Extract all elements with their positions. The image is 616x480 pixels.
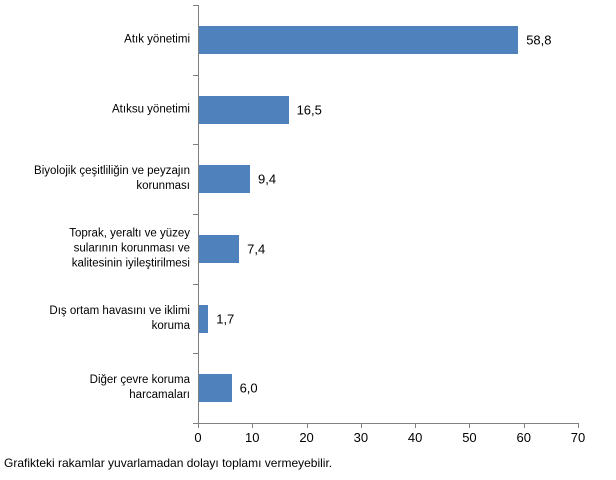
- x-axis-line: [198, 423, 579, 424]
- y-axis-tick: [193, 353, 198, 355]
- y-axis-tick: [193, 144, 198, 146]
- y-axis-tick: [193, 5, 198, 6]
- category-label: Biyolojik çeşitliliğin ve peyzajın korun…: [34, 165, 190, 193]
- x-axis-tick: [469, 423, 471, 428]
- x-axis-tick: [252, 423, 254, 428]
- value-label: 58,8: [526, 32, 552, 48]
- category-label: Toprak, yeraltı ve yüzey sularının korun…: [69, 227, 190, 270]
- y-axis-tick: [193, 74, 198, 76]
- bar: [199, 25, 519, 54]
- x-axis-tick-label: 20: [299, 430, 314, 445]
- bar: [199, 165, 251, 194]
- x-axis-tick: [415, 423, 417, 428]
- footnote: Grafikteki rakamlar yuvarlamadan dolayı …: [4, 456, 333, 470]
- bar: [199, 374, 232, 403]
- bar: [199, 234, 240, 263]
- category-label: Dış ortam havasını ve iklimi koruma: [49, 304, 190, 332]
- x-axis-tick-label: 30: [353, 430, 369, 445]
- x-axis-tick: [198, 423, 199, 428]
- category-label: Diğer çevre koruma harcamaları: [89, 374, 190, 402]
- value-label: 1,7: [216, 311, 235, 326]
- x-axis-tick: [523, 423, 525, 428]
- y-axis-tick: [193, 214, 198, 215]
- y-axis-line: [198, 5, 199, 423]
- x-axis-tick: [306, 423, 308, 428]
- bar: [199, 304, 209, 333]
- x-axis-tick: [360, 423, 362, 428]
- x-axis-tick-label: 50: [462, 430, 477, 445]
- x-axis-tick-label: 40: [407, 430, 423, 445]
- y-axis-tick: [193, 423, 198, 424]
- value-label: 16,5: [296, 102, 322, 117]
- x-axis-tick: [578, 423, 579, 428]
- value-label: 6,0: [239, 380, 258, 396]
- x-axis-tick-label: 10: [245, 430, 260, 445]
- value-label: 7,4: [247, 241, 266, 257]
- x-axis-tick-label: 60: [516, 430, 531, 445]
- bar: [199, 95, 289, 124]
- category-label: Atık yönetimi: [124, 33, 190, 46]
- x-axis-tick-label: 70: [570, 430, 586, 445]
- x-axis-tick-label: 0: [194, 430, 202, 445]
- y-axis-tick: [193, 283, 198, 285]
- category-label: Atıksu yönetimi: [112, 103, 190, 115]
- value-label: 9,4: [258, 171, 277, 187]
